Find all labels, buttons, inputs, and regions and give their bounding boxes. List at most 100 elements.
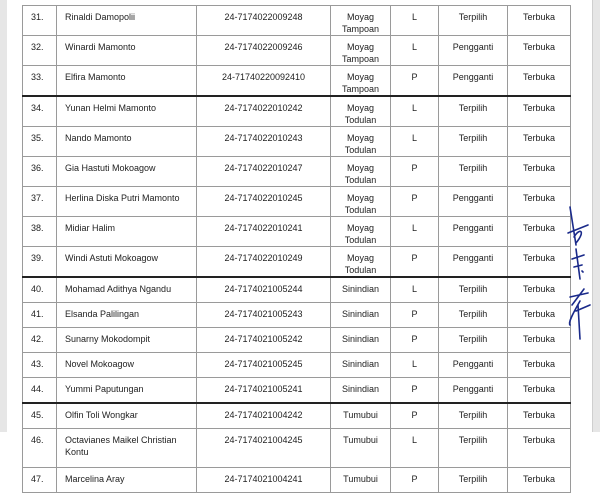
candidate-name-cell: Gia Hastuti Mokoagow	[56, 156, 197, 187]
candidate-id-cell: 24-7174022010241	[196, 216, 331, 247]
row-number-cell: 43.	[22, 352, 57, 378]
candidate-id-cell: 24-7174022010245	[196, 186, 331, 217]
candidate-id-cell: 24-7174021005245	[196, 352, 331, 378]
gender-cell: P	[390, 246, 439, 278]
category-cell: Terbuka	[507, 352, 571, 378]
village-cell: Sinindian	[330, 302, 391, 328]
table-row: 43. Novel Mokoagow 24-7174021005245 Sinindi…	[22, 352, 571, 378]
table-row: 41. Elsanda Palilingan 24-7174021005243 Sin…	[22, 302, 571, 328]
row-number-cell: 35.	[22, 126, 57, 157]
village-cell: Tumubui	[330, 428, 391, 468]
category-cell: Terbuka	[507, 186, 571, 217]
row-number-cell: 37.	[22, 186, 57, 217]
table-row: 42. Sunarny Mokodompit 24-7174021005242 Sin…	[22, 327, 571, 353]
table-row: 31. Rinaldi Damopolii 24-7174022009248 Moya…	[22, 5, 571, 36]
candidate-id-cell: 24-7174022010247	[196, 156, 331, 187]
gender-cell: P	[390, 186, 439, 217]
candidate-id-cell: 24-7174021005243	[196, 302, 331, 328]
gender-cell: L	[390, 352, 439, 378]
candidate-name-cell: Yunan Helmi Mamonto	[56, 95, 197, 127]
table-row: 45. Olfin Toli Wongkar 24-7174021004242 Tum…	[22, 402, 571, 429]
selection-status-cell: Terpilih	[438, 276, 508, 303]
gender-cell: L	[390, 95, 439, 127]
scan-margin-left	[0, 0, 7, 432]
selection-status-cell: Terpilih	[438, 156, 508, 187]
selection-status-cell: Terpilih	[438, 327, 508, 353]
table-row: 33. Elfira Mamonto 24-71740220092410 Moyag …	[22, 65, 571, 97]
village-cell: Moyag Tampoan	[330, 35, 391, 66]
village-cell: Tumubui	[330, 402, 391, 429]
table-row: 40. Mohamad Adithya Ngandu 24-717402100524…	[22, 276, 571, 303]
candidate-name-cell: Winardi Mamonto	[56, 35, 197, 66]
candidate-name-cell: Windi Astuti Mokoagow	[56, 246, 197, 278]
candidate-id-cell: 24-7174022010243	[196, 126, 331, 157]
category-cell: Terbuka	[507, 246, 571, 278]
row-number-cell: 42.	[22, 327, 57, 353]
village-cell: Sinindian	[330, 327, 391, 353]
candidate-id-cell: 24-71740220092410	[196, 65, 331, 97]
row-number-cell: 39.	[22, 246, 57, 278]
selection-status-cell: Pengganti	[438, 352, 508, 378]
village-cell: Moyag Todulan	[330, 186, 391, 217]
candidate-name-cell: Marcelina Aray	[56, 467, 197, 493]
row-number-cell: 46.	[22, 428, 57, 468]
candidate-id-cell: 24-7174021005244	[196, 276, 331, 303]
category-cell: Terbuka	[507, 65, 571, 97]
table-row: 47. Marcelina Aray 24-7174021004241 Tumubui…	[22, 467, 571, 493]
candidate-id-cell: 24-7174021004242	[196, 402, 331, 429]
gender-cell: L	[390, 35, 439, 66]
selection-status-cell: Terpilih	[438, 5, 508, 36]
village-cell: Tumubui	[330, 467, 391, 493]
gender-cell: L	[390, 5, 439, 36]
handwritten-signature	[567, 206, 591, 340]
row-number-cell: 32.	[22, 35, 57, 66]
category-cell: Terbuka	[507, 327, 571, 353]
selection-status-cell: Pengganti	[438, 377, 508, 404]
gender-cell: P	[390, 302, 439, 328]
village-cell: Sinindian	[330, 352, 391, 378]
selection-status-cell: Pengganti	[438, 65, 508, 97]
category-cell: Terbuka	[507, 126, 571, 157]
candidate-id-cell: 24-7174022009246	[196, 35, 331, 66]
candidate-id-cell: 24-7174022009248	[196, 5, 331, 36]
category-cell: Terbuka	[507, 377, 571, 404]
category-cell: Terbuka	[507, 5, 571, 36]
candidate-name-cell: Novel Mokoagow	[56, 352, 197, 378]
category-cell: Terbuka	[507, 156, 571, 187]
village-cell: Moyag Tampoan	[330, 65, 391, 97]
village-cell: Moyag Todulan	[330, 156, 391, 187]
gender-cell: L	[390, 428, 439, 468]
village-cell: Moyag Todulan	[330, 95, 391, 127]
candidate-name-cell: Elfira Mamonto	[56, 65, 197, 97]
candidate-name-cell: Elsanda Palilingan	[56, 302, 197, 328]
table-row: 36. Gia Hastuti Mokoagow 24-7174022010247 M…	[22, 156, 571, 187]
selection-status-cell: Pengganti	[438, 216, 508, 247]
category-cell: Terbuka	[507, 428, 571, 468]
gender-cell: P	[390, 156, 439, 187]
row-number-cell: 47.	[22, 467, 57, 493]
table-row: 32. Winardi Mamonto 24-7174022009246 Moyag …	[22, 35, 571, 66]
category-cell: Terbuka	[507, 276, 571, 303]
candidate-name-cell: Olfin Toli Wongkar	[56, 402, 197, 429]
candidate-name-cell: Nando Mamonto	[56, 126, 197, 157]
candidate-name-cell: Rinaldi Damopolii	[56, 5, 197, 36]
gender-cell: P	[390, 377, 439, 404]
gender-cell: P	[390, 402, 439, 429]
category-cell: Terbuka	[507, 467, 571, 493]
candidate-name-cell: Herlina Diska Putri Mamonto	[56, 186, 197, 217]
selection-status-cell: Terpilih	[438, 302, 508, 328]
table-row: 38. Midiar Halim 24-7174022010241 Moyag Tod…	[22, 216, 571, 247]
row-number-cell: 36.	[22, 156, 57, 187]
category-cell: Terbuka	[507, 302, 571, 328]
candidate-name-cell: Yummi Paputungan	[56, 377, 197, 404]
row-number-cell: 31.	[22, 5, 57, 36]
gender-cell: L	[390, 126, 439, 157]
category-cell: Terbuka	[507, 35, 571, 66]
table-row: 46. Octavianes Maikel Christian Kontu 24-7…	[22, 428, 571, 468]
gender-cell: P	[390, 327, 439, 353]
candidate-id-cell: 24-7174021004241	[196, 467, 331, 493]
gender-cell: P	[390, 65, 439, 97]
row-number-cell: 45.	[22, 402, 57, 429]
table-row: 35. Nando Mamonto 24-7174022010243 Moyag To…	[22, 126, 571, 157]
village-cell: Moyag Todulan	[330, 126, 391, 157]
